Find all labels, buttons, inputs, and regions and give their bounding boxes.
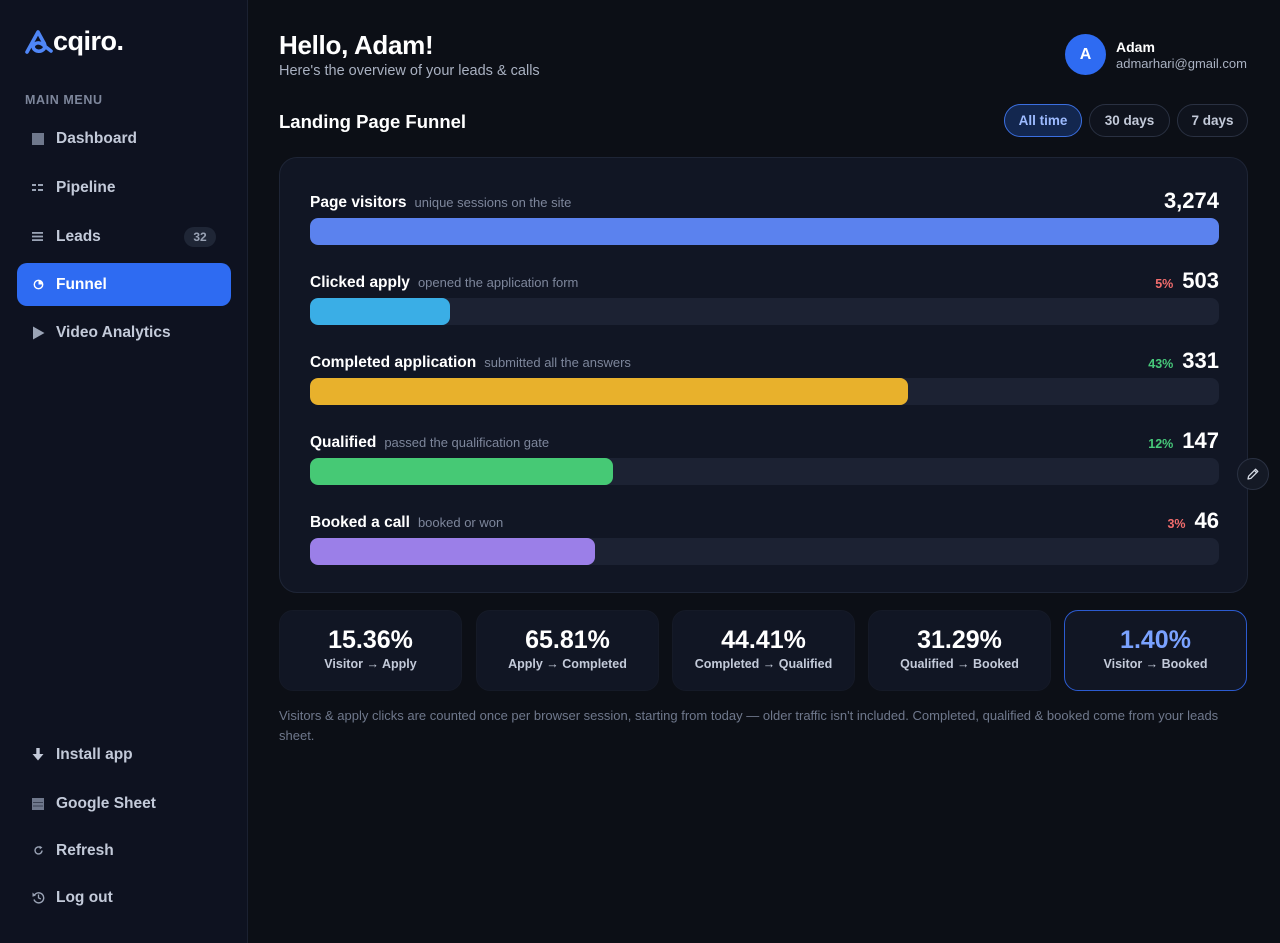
stage-bar-track: [310, 378, 1219, 405]
stage-count: 3,274: [1163, 188, 1219, 213]
metric-value: 31.29%: [917, 626, 1002, 654]
refresh-icon: [31, 844, 45, 858]
sidebar-item-log-out[interactable]: Log out: [17, 876, 231, 919]
stage-description: passed the qualification gate: [384, 435, 550, 450]
sidebar-item-label: Google Sheet: [56, 794, 156, 812]
sidebar-item-funnel[interactable]: Funnel: [17, 263, 231, 306]
funnel-stage-qualified: Qualified passed the qualification gate 1…: [310, 428, 1219, 494]
brand-name: cqiro.: [53, 26, 124, 56]
funnel-stage-page-visitors: Page visitors unique sessions on the site…: [310, 188, 1219, 254]
stage-count: 503: [1182, 268, 1219, 293]
stage-label: Qualified: [310, 434, 377, 451]
download-icon: [31, 747, 45, 762]
stage-bar-track: [310, 458, 1219, 485]
stage-bar-track: [310, 218, 1219, 245]
sidebar-item-pipeline[interactable]: Pipeline: [17, 166, 231, 209]
sidebar-item-label: Install app: [56, 745, 133, 763]
stage-label: Page visitors: [310, 194, 407, 211]
avatar[interactable]: A: [1065, 34, 1106, 75]
stage-count: 147: [1182, 428, 1219, 453]
sidebar-item-install-app[interactable]: Install app: [17, 733, 231, 776]
metric-label: Visitor → Apply: [324, 657, 417, 671]
user-email: admarhari@gmail.com: [1116, 56, 1247, 71]
sidebar: cqiro. MAIN MENU Dashboard Pipeline Lead…: [0, 0, 248, 943]
range-30-days-button[interactable]: 30 days: [1089, 104, 1170, 137]
funnel-footnote: Visitors & apply clicks are counted once…: [279, 708, 1219, 743]
stage-count: 46: [1194, 508, 1219, 533]
stage-description: unique sessions on the site: [414, 195, 572, 210]
stage-bar-track: [310, 298, 1219, 325]
sidebar-item-label: Dashboard: [56, 129, 137, 147]
metric-label: Qualified → Booked: [900, 657, 1019, 671]
leads-count-badge: 32: [184, 227, 216, 247]
sidebar-item-label: Refresh: [56, 841, 114, 859]
pipeline-icon: [31, 181, 45, 195]
metric-label: Apply → Completed: [508, 657, 627, 671]
stage-label: Clicked apply: [310, 274, 410, 291]
stage-label: Booked a call: [310, 514, 410, 531]
sidebar-item-dashboard[interactable]: Dashboard: [17, 117, 231, 160]
stage-bar-fill: [310, 378, 909, 405]
stage-bar-fill: [310, 298, 450, 325]
list-icon: [31, 230, 45, 244]
greeting-subtitle: Here's the overview of your leads & call…: [279, 63, 540, 79]
metric-value: 44.41%: [721, 626, 806, 654]
metric-card-qualified-booked: 31.29% Qualified → Booked: [868, 610, 1051, 691]
play-icon: [31, 326, 45, 340]
metric-value: 65.81%: [525, 626, 610, 654]
stage-conversion-pct: 12%: [1148, 437, 1174, 451]
sidebar-item-label: Leads: [56, 227, 101, 245]
sidebar-item-label: Video Analytics: [56, 323, 171, 341]
funnel-stage-completed-application: Completed application submitted all the a…: [310, 348, 1219, 414]
metric-card-apply-completed: 65.81% Apply → Completed: [476, 610, 659, 691]
metric-card-completed-qualified: 44.41% Completed → Qualified: [672, 610, 855, 691]
stage-bar-fill: [310, 218, 1219, 245]
logo-mark-icon: [25, 29, 53, 54]
metric-value: 1.40%: [1120, 626, 1191, 654]
greeting-title: Hello, Adam!: [279, 30, 434, 60]
user-name: Adam: [1116, 39, 1155, 55]
metric-label: Visitor → Booked: [1103, 657, 1208, 671]
stage-conversion-pct: 5%: [1155, 277, 1174, 291]
sidebar-item-label: Log out: [56, 888, 113, 906]
funnel-title: Landing Page Funnel: [279, 111, 467, 132]
metric-card-visitor-apply: 15.36% Visitor → Apply: [279, 610, 462, 691]
sidebar-item-video-analytics[interactable]: Video Analytics: [17, 311, 231, 354]
stage-bar-track: [310, 538, 1219, 565]
metric-label: Completed → Qualified: [694, 657, 833, 671]
sidebar-item-label: Funnel: [56, 275, 107, 293]
sidebar-item-label: Pipeline: [56, 178, 116, 196]
main-menu-title: MAIN MENU: [25, 93, 103, 107]
stage-conversion-pct: 43%: [1148, 357, 1174, 371]
stage-bar-fill: [310, 458, 613, 485]
funnel-stage-booked-a-call: Booked a call booked or won 3% 46: [310, 508, 1219, 574]
range-all-time-button[interactable]: All time: [1004, 104, 1082, 137]
metric-value: 15.36%: [328, 626, 413, 654]
funnel-stage-clicked-apply: Clicked apply opened the application form…: [310, 268, 1219, 334]
stage-description: submitted all the answers: [484, 355, 631, 370]
dashboard-icon: [31, 132, 45, 146]
metric-card-visitor-booked: 1.40% Visitor → Booked: [1064, 610, 1247, 691]
sheet-icon: [31, 797, 45, 811]
stage-description: booked or won: [417, 515, 504, 530]
brand-logo[interactable]: cqiro.: [24, 26, 124, 57]
logout-icon: [31, 891, 45, 905]
stage-label: Completed application: [310, 354, 477, 371]
stage-description: opened the application form: [417, 275, 579, 290]
funnel-card: Page visitors unique sessions on the site…: [279, 157, 1248, 593]
stage-count: 331: [1182, 348, 1219, 373]
pencil-icon: [1247, 468, 1259, 480]
sidebar-item-leads[interactable]: Leads 32: [17, 215, 231, 258]
range-7-days-button[interactable]: 7 days: [1177, 104, 1248, 137]
sidebar-item-google-sheet[interactable]: Google Sheet: [17, 782, 231, 825]
stage-bar-fill: [310, 538, 595, 565]
edit-button[interactable]: [1237, 458, 1269, 490]
pie-chart-icon: [31, 278, 45, 292]
sidebar-item-refresh[interactable]: Refresh: [17, 829, 231, 872]
stage-conversion-pct: 3%: [1167, 517, 1186, 531]
